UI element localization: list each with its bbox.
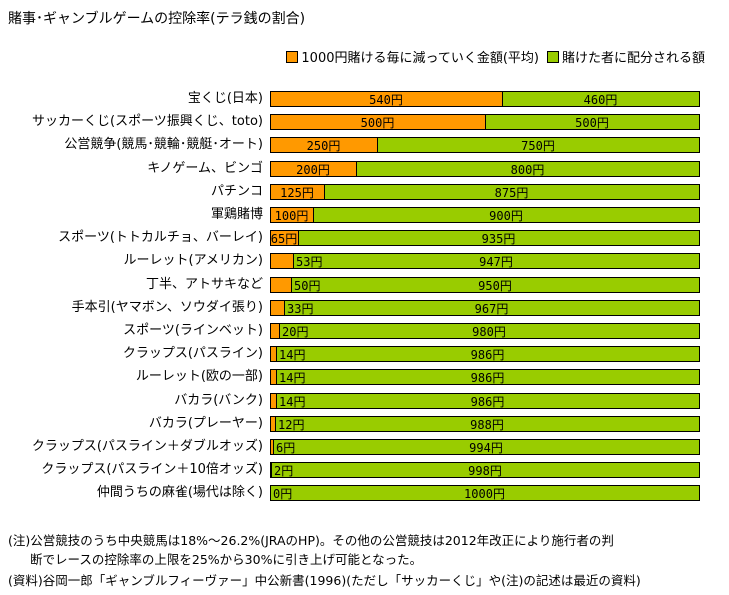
chart-title: 賭事･ギャンブルゲームの控除率(テラ銭の割合) (8, 11, 306, 27)
category-label: パチンコ (210, 184, 263, 199)
data-label-loss: 2円 (274, 464, 294, 478)
data-label-loss: 500円 (360, 116, 395, 130)
data-label-loss: 0円 (273, 487, 293, 501)
data-label-loss: 100円 (274, 209, 309, 223)
data-label-loss: 50円 (294, 279, 321, 293)
bar-segment-payout (275, 416, 700, 432)
bar-segment-payout (284, 300, 700, 316)
data-label-payout: 988円 (470, 418, 504, 432)
category-label: サッカーくじ(スポーツ振興くじ、toto) (32, 114, 263, 129)
legend-label: 賭けた者に配分される額 (561, 51, 705, 66)
category-label: クラップス(パスライン＋10倍オッズ) (41, 462, 263, 477)
category-label: キノゲーム、ビンゴ (147, 161, 263, 176)
category-label: ルーレット(欧の一部) (135, 369, 263, 384)
data-label-payout: 750円 (521, 139, 555, 153)
data-label-loss: 540円 (369, 93, 403, 107)
data-label-payout: 500円 (575, 116, 609, 130)
data-label-loss: 53円 (296, 255, 323, 269)
category-label: スポーツ(トトカルチョ、バーレイ) (58, 230, 263, 245)
data-label-loss: 200円 (296, 163, 330, 177)
category-label: 手本引(ヤマボン、ソウダイ張り) (71, 300, 263, 315)
category-label: バカラ(バンク) (174, 393, 263, 408)
data-label-loss: 20円 (282, 325, 309, 339)
bar-segment-loss (270, 253, 294, 269)
bar-segment-payout (324, 184, 700, 200)
bar-segment-payout (279, 323, 700, 339)
category-label: ルーレット(アメリカン) (123, 253, 264, 268)
data-label-payout: 460円 (583, 93, 618, 107)
data-label-loss: 6円 (276, 441, 296, 455)
legend-swatch-orange (286, 51, 299, 63)
category-label: 仲間うちの麻雀(場代は除く) (96, 485, 263, 500)
category-label: クラップス(パスライン＋ダブルオッズ) (31, 439, 263, 454)
data-label-loss: 12円 (278, 418, 305, 432)
bar-segment-payout (276, 369, 700, 385)
bar-segment-payout (276, 393, 700, 409)
data-label-payout: 1000円 (464, 487, 505, 501)
data-label-loss: 14円 (279, 395, 306, 409)
legend-swatch-green (546, 51, 559, 63)
data-label-payout: 950円 (478, 279, 512, 293)
legend-item-payout: 賭けた者に配分される額 (546, 47, 705, 66)
category-label: 丁半、アトサキなど (145, 277, 263, 292)
source-line: (資料)谷岡一郎「ギャンブルフィーヴァー」中公新書(1996)(ただし「サッカー… (8, 573, 641, 588)
note-line-2: 断でレースの控除率の上限を25%から30%に引き上げ可能となった。 (30, 552, 423, 567)
data-label-payout: 967円 (474, 302, 509, 316)
data-label-payout: 998円 (468, 464, 502, 478)
data-label-payout: 900円 (489, 209, 523, 223)
data-label-payout: 980円 (472, 325, 506, 339)
data-label-payout: 935円 (481, 232, 516, 246)
note-line-1: (注)公営競技のうち中央競馬は18%～26.2%(JRAのHP)。その他の公営競… (8, 533, 614, 548)
data-label-payout: 994円 (469, 441, 503, 455)
legend: 1000円賭ける毎に減っていく金額(平均) 賭けた者に配分される額 (286, 47, 705, 66)
bar-segment-loss (270, 300, 285, 316)
data-label-payout: 875円 (494, 186, 529, 200)
category-label: 公営競争(競馬･競輪･競艇･オート) (64, 137, 263, 152)
data-label-payout: 986円 (470, 395, 505, 409)
data-label-payout: 986円 (470, 348, 505, 362)
bar-segment-payout (377, 137, 700, 153)
legend-item-loss: 1000円賭ける毎に減っていく金額(平均) (286, 47, 539, 66)
bar-segment-payout (291, 277, 700, 293)
bar-segment-payout (276, 346, 700, 362)
bar-segment-payout (356, 161, 700, 177)
data-label-payout: 947円 (479, 255, 513, 269)
category-label: バカラ(プレーヤー) (148, 416, 263, 431)
bar-segment-payout (313, 207, 700, 223)
bar-segment-payout (270, 485, 700, 501)
data-label-loss: 125円 (280, 186, 314, 200)
data-label-loss: 33円 (287, 302, 314, 316)
bar-segment-payout (502, 91, 700, 107)
bar-segment-payout (293, 253, 700, 269)
data-label-loss: 65円 (270, 232, 298, 246)
legend-label: 1000円賭ける毎に減っていく金額(平均) (301, 51, 539, 66)
category-label: 宝くじ(日本) (187, 91, 263, 106)
data-label-loss: 14円 (279, 371, 306, 385)
data-label-payout: 986円 (470, 371, 505, 385)
category-label: クラップス(パスライン) (122, 346, 263, 361)
data-label-loss: 250円 (306, 139, 341, 153)
bar-segment-payout (298, 230, 700, 246)
bar-segment-payout (271, 462, 700, 478)
bar-segment-payout (485, 114, 700, 130)
data-label-loss: 14円 (279, 348, 306, 362)
bar-segment-payout (273, 439, 700, 455)
data-label-payout: 800円 (510, 163, 545, 177)
bar-segment-loss (270, 277, 292, 293)
category-label: スポーツ(ラインベット) (123, 323, 263, 338)
category-label: 軍鶏賭博 (210, 207, 263, 222)
